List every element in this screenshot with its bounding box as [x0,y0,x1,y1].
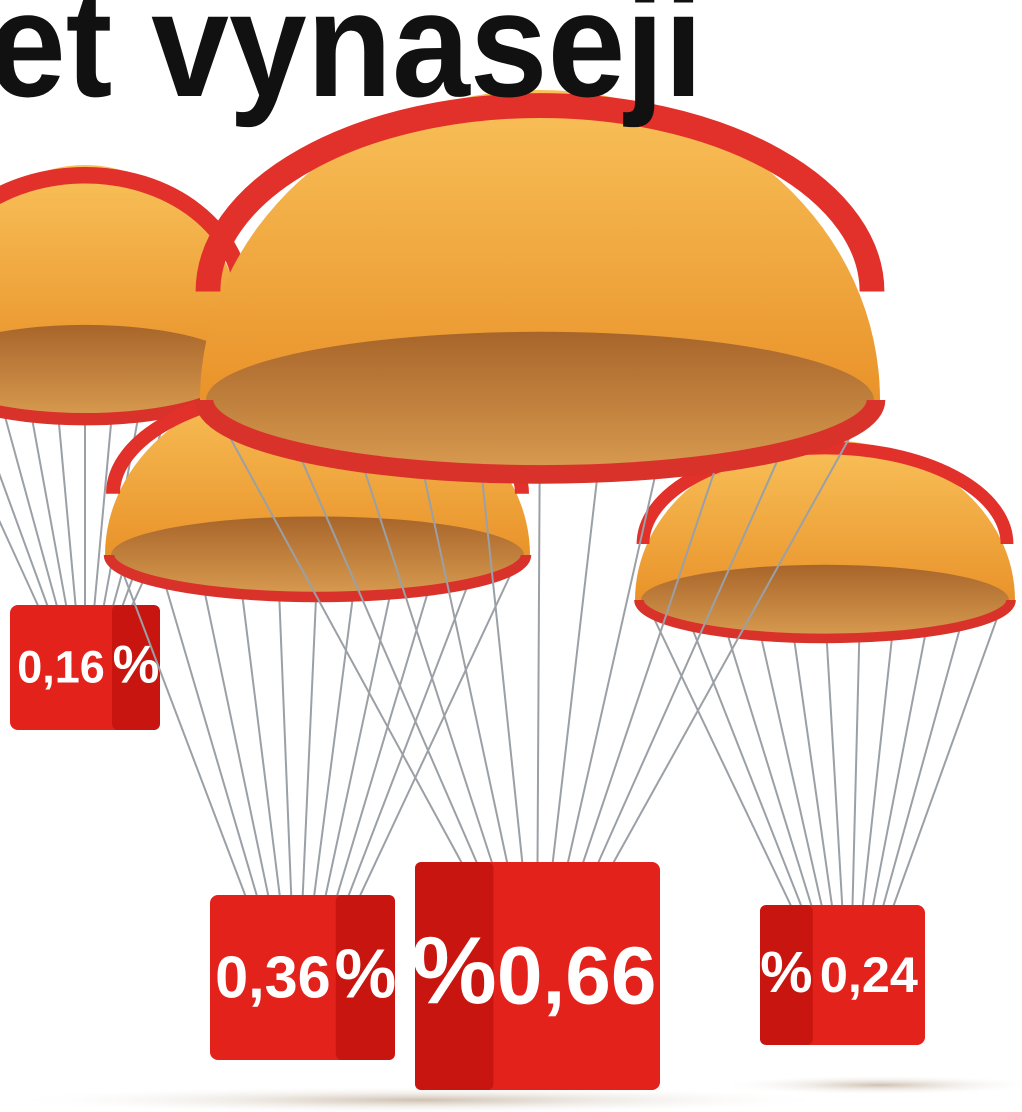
cord [852,610,860,910]
cord [862,610,895,910]
illustration: 0,16%0,36%0,24%0,66% et vynaseji [0,0,1022,1112]
box-value: 0,36 [215,943,331,1010]
headline: et vynaseji [0,0,703,128]
page: {"title": "et vynaseji", "boxes": [ {"la… [0,0,1022,1112]
box-percent: % [113,636,160,695]
box-value: 0,24 [820,946,918,1003]
box-value: 0,16 [17,642,105,693]
cord [790,610,833,910]
cord [685,610,803,910]
ground-shadow [720,1075,1022,1095]
cord [825,610,843,910]
box-percent: % [760,940,812,1005]
cord [303,565,318,900]
cord [872,610,930,910]
box-value: 0,66 [497,930,657,1021]
cord [278,565,291,900]
parachute: 0,24% [635,440,1015,1045]
box-percent: % [412,917,497,1024]
cord [882,610,965,910]
cord [120,565,247,900]
cord [892,610,1000,910]
cord [755,610,823,910]
parachutes: 0,16%0,36%0,24%0,66% [0,90,1015,1090]
cord [358,565,515,900]
cord [720,610,813,910]
box-percent: % [335,934,397,1012]
